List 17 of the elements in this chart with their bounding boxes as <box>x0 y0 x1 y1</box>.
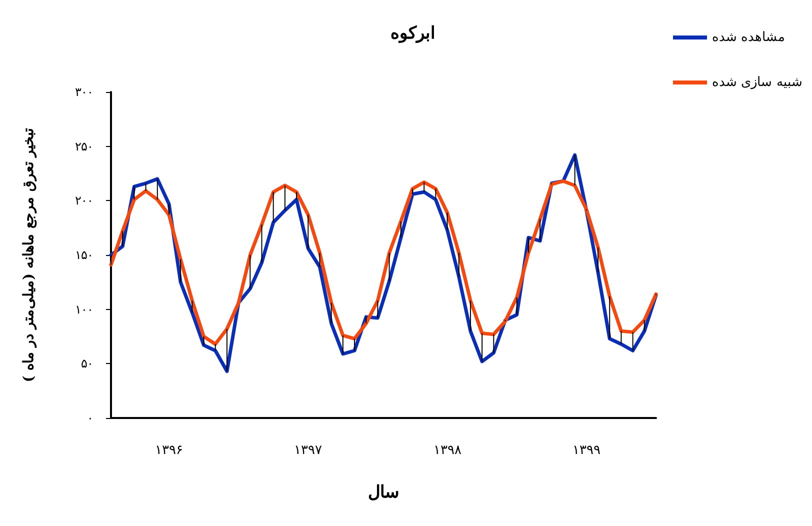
chart-title: ابرکوه <box>390 24 436 44</box>
x-tick-label: ۱۳۹۸ <box>433 443 462 458</box>
y-tick-label: ۱۵۰ <box>75 248 93 262</box>
x-tick-label: ۱۳۹۶ <box>154 443 183 458</box>
x-tick-label: ۱۳۹۹ <box>572 443 600 458</box>
y-tick-label: ۰ <box>87 411 93 425</box>
line-series <box>109 179 658 346</box>
y-tick-label: ۱۰۰ <box>75 302 93 316</box>
x-tick-label: ۱۳۹۷ <box>294 443 322 458</box>
y-tick-label: ۵۰ <box>81 356 93 371</box>
legend-label: شبیه سازی شده <box>712 75 802 90</box>
legend-label: مشاهده شده <box>712 30 786 45</box>
y-tick-label: ۳۰۰ <box>75 85 93 99</box>
y-axis-title: تبخیر تعرق مرجع ماهانه (میلی‌متر در ماه ) <box>21 128 37 382</box>
x-axis-title: سال <box>368 482 399 502</box>
y-tick-label: ۲۰۰ <box>75 194 93 208</box>
y-tick-label: ۲۵۰ <box>75 139 93 154</box>
